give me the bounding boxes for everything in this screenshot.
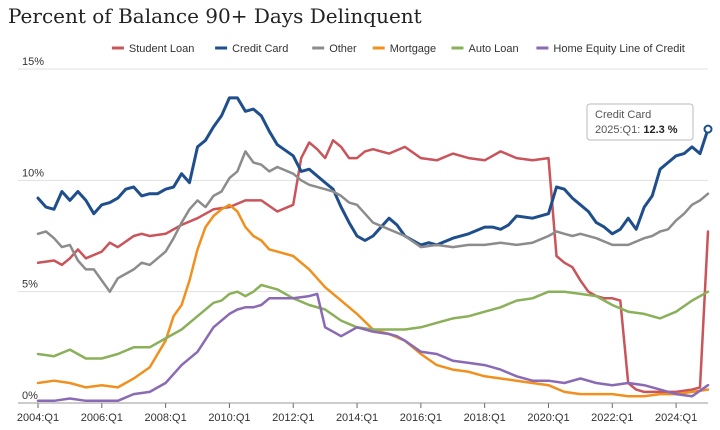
y-tick-label: 5%: [22, 279, 38, 291]
series-lines: [36, 96, 710, 403]
x-tick-label: 2014:Q1: [336, 412, 378, 424]
y-tick-label: 0%: [22, 390, 38, 402]
tooltip-marker: [703, 124, 713, 134]
legend-label: Other: [329, 43, 357, 55]
tooltip-value: 2025:Q1: 12.3 %: [595, 124, 678, 136]
legend: Student Loan Credit Card Other Mortgage Auto…: [111, 43, 685, 55]
x-tick-label: 2016:Q1: [400, 412, 442, 424]
series-line-home-equity-line-of-credit: [36, 292, 710, 403]
x-tick-label: 2018:Q1: [464, 412, 506, 424]
x-tick-label: 2024:Q1: [655, 412, 697, 424]
series-line-mortgage: [36, 203, 710, 398]
x-tick-label: 2006:Q1: [81, 412, 123, 424]
chart-title: Percent of Balance 90+ Days Delinquent: [8, 4, 422, 28]
x-tick-label: 2012:Q1: [272, 412, 314, 424]
series-line-auto-loan: [36, 283, 710, 360]
legend-label: Mortgage: [390, 43, 436, 55]
series-line-student-loan: [36, 139, 710, 394]
y-axis-ticks: 15% 10% 5% 0%: [22, 56, 44, 402]
legend-label: Credit Card: [232, 43, 288, 55]
series-line-credit-card: [36, 96, 710, 247]
x-tick-label: 2020:Q1: [527, 412, 569, 424]
tooltip: Credit Card 2025:Q1: 12.3 %: [586, 103, 713, 141]
x-tick-label: 2022:Q1: [591, 412, 633, 424]
legend-label: Student Loan: [129, 43, 194, 55]
x-tick-label: 2004:Q1: [17, 412, 59, 424]
x-tick-label: 2008:Q1: [145, 412, 187, 424]
y-tick-label: 15%: [22, 56, 44, 68]
x-tick-label: 2010:Q1: [208, 412, 250, 424]
legend-label: Home Equity Line of Credit: [553, 43, 684, 55]
x-axis-ticks: 2004:Q1 2006:Q1 2008:Q1 2010:Q1 2012:Q1 2014:…: [17, 402, 708, 424]
legend-label: Auto Loan: [469, 43, 519, 55]
tooltip-series: Credit Card: [595, 109, 651, 121]
tooltip-value-number: 12.3 %: [643, 124, 677, 136]
y-tick-label: 10%: [22, 167, 44, 179]
series-line-other: [36, 150, 710, 293]
tooltip-box: [586, 103, 694, 141]
